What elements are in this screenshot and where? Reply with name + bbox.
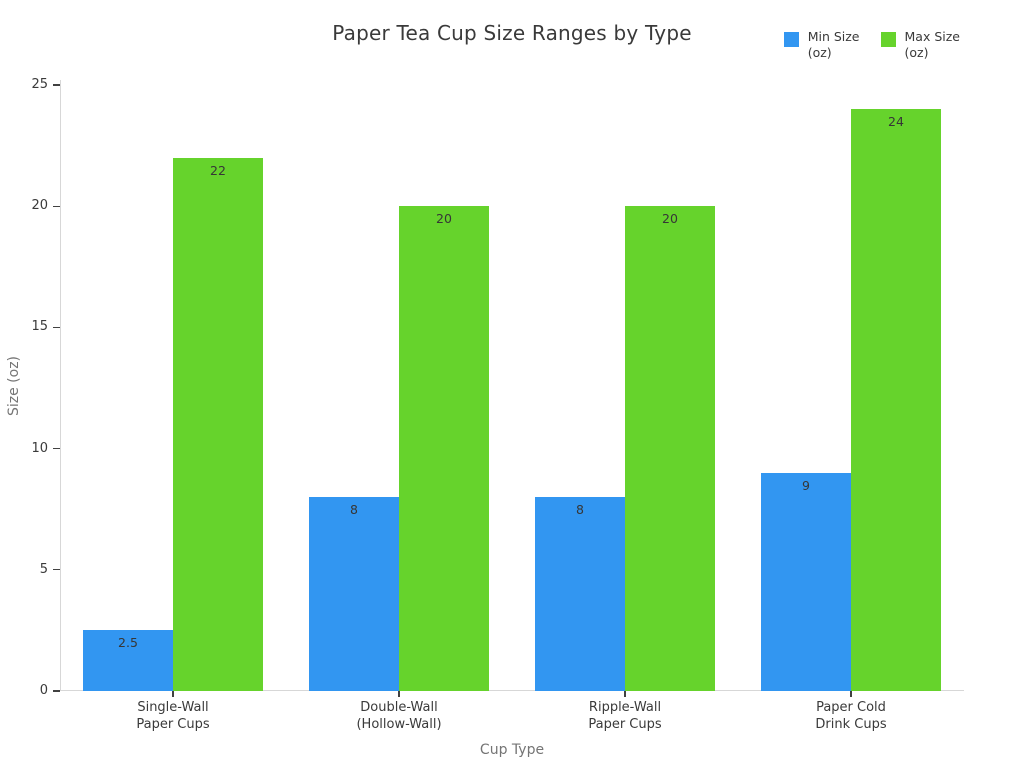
legend-swatch-max-size-oz: [880, 32, 896, 47]
y-axis-tick: [53, 326, 60, 329]
legend-label-max-size-oz: Max Size (oz): [904, 29, 960, 60]
y-axis-tick-label: 0: [39, 683, 48, 698]
y-axis-tick: [53, 569, 60, 571]
y-axis-tick-label: 5: [39, 561, 48, 577]
x-axis-category-label: Single-Wall Paper Cups: [136, 700, 210, 732]
y-axis-tick: [53, 84, 60, 86]
y-axis-tick-label: 20: [31, 198, 48, 214]
y-axis-tick: [53, 690, 60, 692]
x-axis-tick: [398, 691, 400, 697]
x-axis-tick: [624, 691, 626, 697]
x-axis-title: Cup Type: [479, 742, 545, 758]
legend-entry-min-size-oz: Min Size (oz): [783, 29, 860, 60]
x-axis-category-label: Double-Wall (Hollow-Wall): [356, 700, 442, 732]
x-axis-category-label: Ripple-Wall Paper Cups: [588, 700, 662, 732]
legend-label-min-size-oz: Min Size (oz): [807, 29, 860, 60]
legend: Min Size (oz) Max Size (oz): [783, 29, 960, 60]
y-axis-tick-label: 10: [31, 440, 48, 456]
legend-swatch-min-size-oz: [783, 32, 799, 47]
y-axis-tick-label: 25: [31, 77, 48, 92]
x-axis-tick: [172, 691, 174, 697]
y-axis-tick-label: 15: [31, 319, 48, 335]
legend-entry-max-size-oz: Max Size (oz): [880, 29, 960, 60]
y-axis-tick: [53, 447, 60, 450]
y-axis-title: Size (oz): [6, 355, 22, 417]
y-axis-tick: [53, 205, 60, 207]
x-axis-tick: [850, 691, 852, 697]
plot-area: [60, 80, 964, 691]
x-axis-category-label: Paper Cold Drink Cups: [815, 700, 887, 732]
chart-title: Paper Tea Cup Size Ranges by Type: [332, 21, 692, 45]
